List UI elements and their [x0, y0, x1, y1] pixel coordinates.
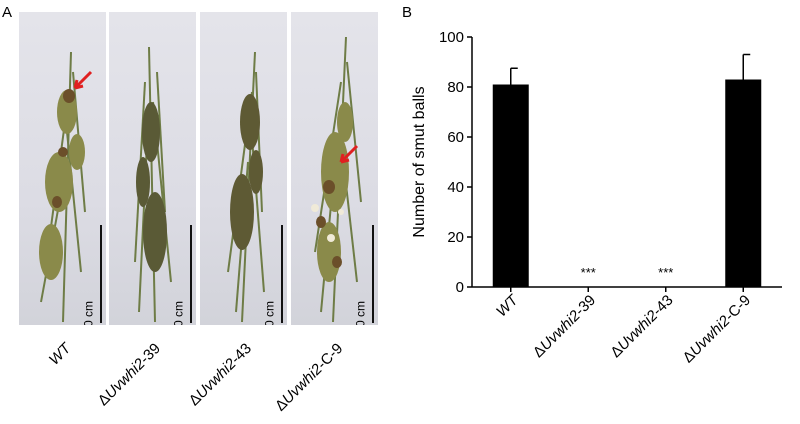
panicle-illustration	[227, 51, 265, 323]
panel-a-letter: A	[2, 4, 13, 21]
panicle-photo-uvwhi2-c-9: 10 cm	[291, 12, 378, 325]
scale-label: 10 cm	[354, 301, 368, 325]
photo-label-wt: WT	[45, 340, 75, 369]
bar	[492, 84, 529, 287]
significance-label: ***	[581, 265, 596, 280]
scale-bar	[190, 225, 192, 323]
panel-b-letter: B	[402, 4, 413, 21]
x-tick-label: ΔUvwhi2-43	[607, 292, 676, 361]
bar	[725, 79, 762, 287]
panicle-photo-wt: 10 cm	[19, 12, 106, 325]
photo-label-uvwhi2-c-9: ΔUvwhi2-C-9	[271, 340, 347, 415]
y-tick-label: 100	[439, 29, 464, 46]
scale-label: 10 cm	[263, 301, 277, 325]
y-tick-label: 60	[447, 129, 464, 146]
photo-label-uvwhi2-39: ΔUvwhi2-39	[94, 340, 165, 410]
panicle-illustration	[311, 36, 362, 323]
bars: *** ***	[492, 53, 762, 287]
y-tick-label: 0	[456, 279, 464, 296]
x-tick-label: WT	[493, 291, 523, 321]
y-axis-label: Number of smut balls	[411, 86, 428, 237]
panicle-illustration	[134, 46, 172, 323]
red-arrow-icon	[73, 70, 93, 90]
scale-bar	[372, 225, 374, 323]
y-tick-label: 80	[447, 79, 464, 96]
panicle-photo-uvwhi2-43: 10 cm	[200, 12, 287, 325]
photo-label-uvwhi2-43: ΔUvwhi2-43	[185, 340, 256, 410]
x-tick-label: ΔUvwhi2-C-9	[680, 292, 755, 367]
red-arrow-icon	[339, 144, 359, 164]
scale-bar	[100, 225, 102, 323]
scale-bar	[281, 225, 283, 323]
y-tick-label: 20	[447, 229, 464, 246]
significance-label: ***	[658, 265, 673, 280]
y-tick-label: 40	[447, 179, 464, 196]
panicle-photo-uvwhi2-39: 10 cm	[109, 12, 196, 325]
scale-label: 10 cm	[172, 301, 186, 325]
x-tick-label: ΔUvwhi2-39	[530, 292, 599, 361]
scale-label: 10 cm	[82, 301, 96, 325]
panicle-illustration	[39, 51, 93, 323]
